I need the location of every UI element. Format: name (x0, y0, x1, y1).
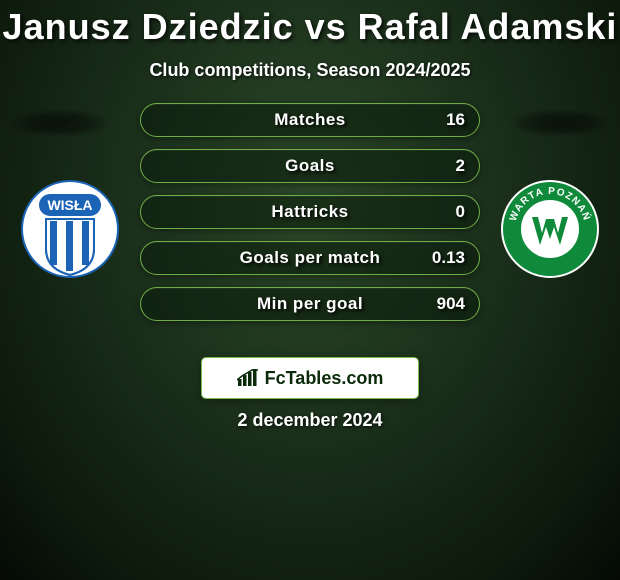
left-badge-text: WISŁA (47, 197, 92, 213)
left-team-badge: WISŁA (20, 179, 120, 279)
right-team-badge: WARTA POZNAŃ 1912 (500, 179, 600, 279)
wisla-plock-crest-icon: WISŁA (20, 179, 120, 279)
infographic-date: 2 december 2024 (0, 410, 620, 431)
stat-row-matches: Matches 16 (140, 103, 480, 137)
bar-chart-icon (237, 369, 259, 387)
stat-label: Matches (274, 110, 346, 130)
stat-row-goals: Goals 2 (140, 149, 480, 183)
page-subtitle: Club competitions, Season 2024/2025 (0, 60, 620, 81)
stat-right-value: 0 (456, 202, 465, 222)
stat-right-value: 16 (446, 110, 465, 130)
page-title: Janusz Dziedzic vs Rafal Adamski (0, 0, 620, 48)
stat-label: Min per goal (257, 294, 363, 314)
stat-label: Hattricks (271, 202, 348, 222)
stat-label: Goals (285, 156, 335, 176)
right-player-shadow (510, 109, 610, 137)
stat-right-value: 904 (437, 294, 465, 314)
warta-poznan-crest-icon: WARTA POZNAŃ 1912 (500, 179, 600, 279)
left-player-shadow (10, 109, 110, 137)
stat-row-hattricks: Hattricks 0 (140, 195, 480, 229)
brand-text: FcTables.com (265, 368, 384, 389)
stat-right-value: 2 (456, 156, 465, 176)
stat-right-value: 0.13 (432, 248, 465, 268)
stats-list: Matches 16 Goals 2 Hattricks 0 Goals per… (140, 103, 480, 333)
stat-row-goals-per-match: Goals per match 0.13 (140, 241, 480, 275)
stat-row-min-per-goal: Min per goal 904 (140, 287, 480, 321)
stat-label: Goals per match (240, 248, 381, 268)
brand-badge: FcTables.com (202, 358, 418, 398)
comparison-stage: WISŁA WARTA POZNAŃ 1912 (0, 109, 620, 369)
